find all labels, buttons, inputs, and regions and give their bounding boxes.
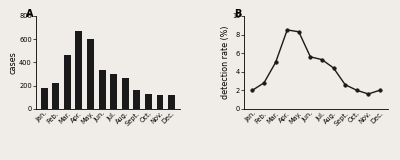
Text: A: A: [26, 9, 33, 19]
Bar: [168, 95, 175, 109]
Bar: [156, 96, 164, 109]
Bar: [41, 88, 48, 109]
Bar: [98, 70, 106, 109]
Text: B: B: [234, 9, 242, 19]
Bar: [52, 83, 59, 109]
Y-axis label: detection rate (%): detection rate (%): [221, 26, 230, 99]
Bar: [87, 39, 94, 109]
Bar: [110, 74, 117, 109]
Y-axis label: cases: cases: [9, 51, 18, 74]
Bar: [133, 90, 140, 109]
Bar: [75, 31, 82, 109]
Bar: [122, 78, 129, 109]
Bar: [64, 55, 71, 109]
Bar: [145, 94, 152, 109]
